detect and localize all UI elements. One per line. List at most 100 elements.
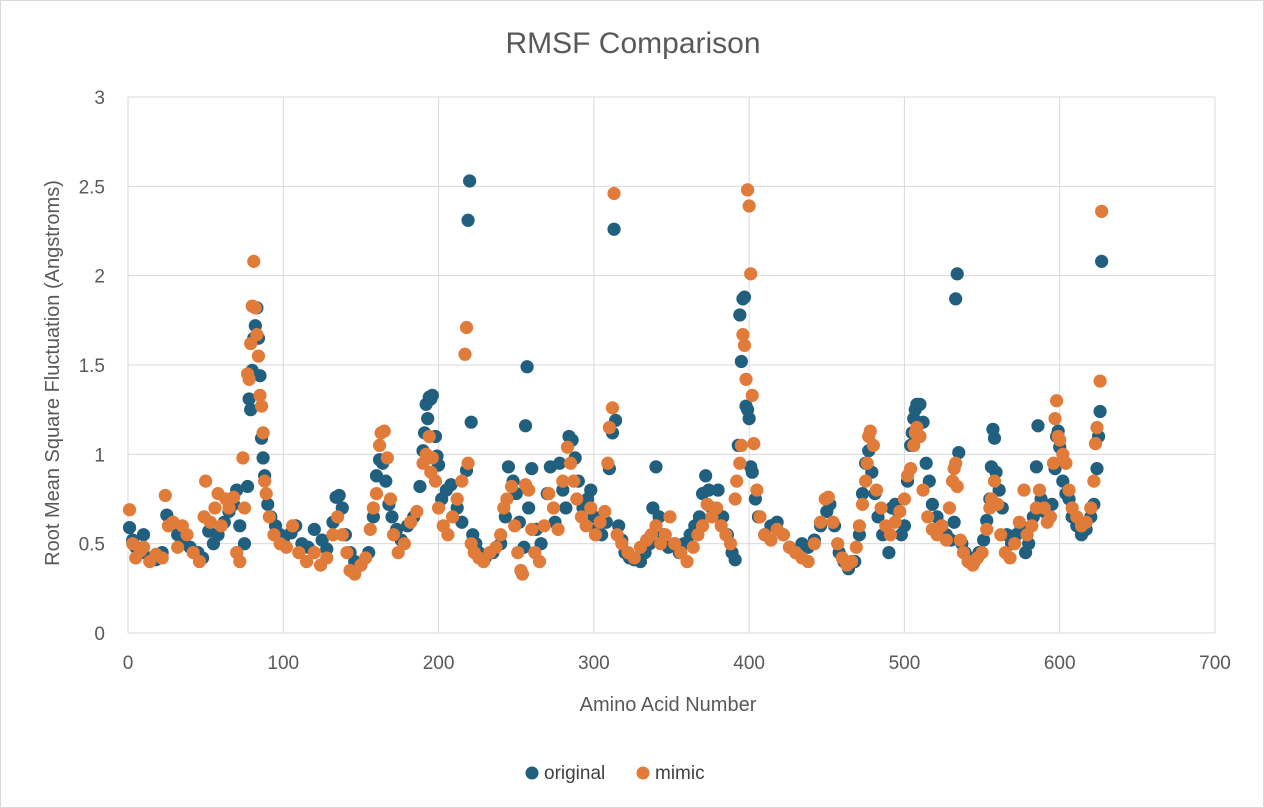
data-point-mimic (1017, 483, 1031, 497)
data-point-original (855, 487, 870, 501)
data-point-mimic (335, 528, 349, 542)
data-point-mimic (377, 424, 391, 438)
data-point-mimic (1093, 374, 1107, 388)
data-point-mimic (807, 537, 821, 551)
data-point-mimic (1048, 412, 1062, 426)
data-point-mimic (950, 479, 964, 494)
y-tick-label: 0 (94, 624, 105, 645)
data-point-mimic (921, 510, 935, 524)
data-point-mimic (1090, 420, 1104, 435)
data-point-mimic (445, 510, 460, 524)
data-point-original (379, 474, 393, 488)
data-point-mimic (386, 528, 401, 542)
x-tick-label: 0 (123, 653, 134, 674)
data-point-original (256, 451, 270, 465)
data-point-original (233, 519, 247, 533)
data-point-mimic (122, 503, 137, 517)
data-point-mimic (821, 490, 835, 504)
data-point-mimic (570, 492, 584, 506)
data-point-mimic (136, 540, 151, 554)
x-tick-label: 200 (423, 653, 455, 674)
data-point-original (952, 445, 966, 460)
legend-marker-mimic (636, 766, 650, 780)
data-point-mimic (171, 540, 185, 554)
data-point-mimic (942, 501, 957, 515)
data-point-original (947, 515, 961, 529)
data-point-mimic (584, 501, 598, 515)
data-point-original (950, 267, 964, 281)
data-point-mimic (1025, 519, 1039, 533)
data-point-original (421, 412, 435, 426)
x-tick-label: 500 (889, 653, 921, 674)
data-point-mimic (845, 554, 859, 569)
data-point-mimic (855, 497, 870, 511)
data-point-mimic (226, 490, 241, 504)
data-point-original (522, 501, 536, 515)
data-point-original (699, 469, 713, 483)
data-point-mimic (935, 519, 949, 533)
data-point-mimic (458, 347, 472, 361)
data-point-original (737, 290, 752, 304)
data-point-mimic (428, 474, 443, 488)
data-point-original (728, 553, 742, 567)
data-point-original (733, 308, 747, 322)
data-point-mimic (874, 501, 888, 515)
y-axis-label: Root Mean Square Fluctuation (Angstroms) (42, 180, 64, 566)
data-point-mimic (1003, 551, 1017, 565)
legend-label-mimic: mimic (655, 763, 705, 784)
data-point-mimic (546, 501, 561, 515)
x-axis-label: Amino Acid Number (580, 694, 757, 716)
data-point-original (702, 483, 716, 497)
x-tick-label: 100 (267, 653, 299, 674)
data-point-mimic (744, 267, 758, 281)
data-point-mimic (192, 554, 207, 569)
data-point-mimic (459, 320, 474, 335)
data-point-mimic (740, 183, 755, 197)
data-point-mimic (500, 492, 514, 506)
data-point-mimic (1079, 515, 1093, 529)
data-point-mimic (1008, 537, 1022, 551)
data-point-mimic (737, 338, 752, 352)
data-point-mimic (1087, 474, 1101, 488)
legend-marker-original (525, 766, 539, 780)
data-point-mimic (728, 492, 742, 506)
data-point-original (649, 460, 663, 474)
data-point-original (444, 478, 458, 492)
data-point-mimic (253, 388, 267, 402)
data-point-mimic (627, 551, 641, 565)
data-point-mimic (852, 519, 866, 533)
data-point-mimic (286, 519, 300, 533)
data-point-mimic (1012, 515, 1026, 529)
data-point-mimic (588, 528, 603, 542)
data-point-mimic (709, 501, 724, 515)
data-point-mimic (254, 399, 269, 413)
data-point-mimic (425, 451, 439, 465)
data-point-mimic (431, 501, 446, 515)
data-point-mimic (236, 451, 250, 465)
data-point-mimic (251, 349, 266, 363)
data-point-mimic (607, 186, 621, 201)
data-point-mimic (1053, 433, 1067, 447)
data-point-mimic (953, 533, 967, 547)
data-point-mimic (913, 429, 927, 444)
data-point-original (261, 497, 275, 511)
data-point-mimic (299, 554, 314, 569)
data-point-mimic (292, 546, 306, 560)
data-point-original (463, 174, 477, 188)
data-point-mimic (893, 504, 907, 519)
data-point-mimic (686, 540, 700, 554)
data-point-original (240, 479, 255, 494)
data-point-mimic (949, 456, 963, 470)
data-point-original (501, 460, 516, 474)
data-point-mimic (734, 438, 748, 452)
data-point-original (237, 537, 252, 551)
data-point-original (1090, 462, 1104, 476)
data-point-mimic (658, 528, 672, 542)
data-point-mimic (556, 474, 570, 488)
data-point-mimic (279, 540, 293, 554)
x-tick-label: 600 (1044, 653, 1076, 674)
data-point-mimic (695, 519, 710, 533)
data-point-original (742, 412, 756, 426)
